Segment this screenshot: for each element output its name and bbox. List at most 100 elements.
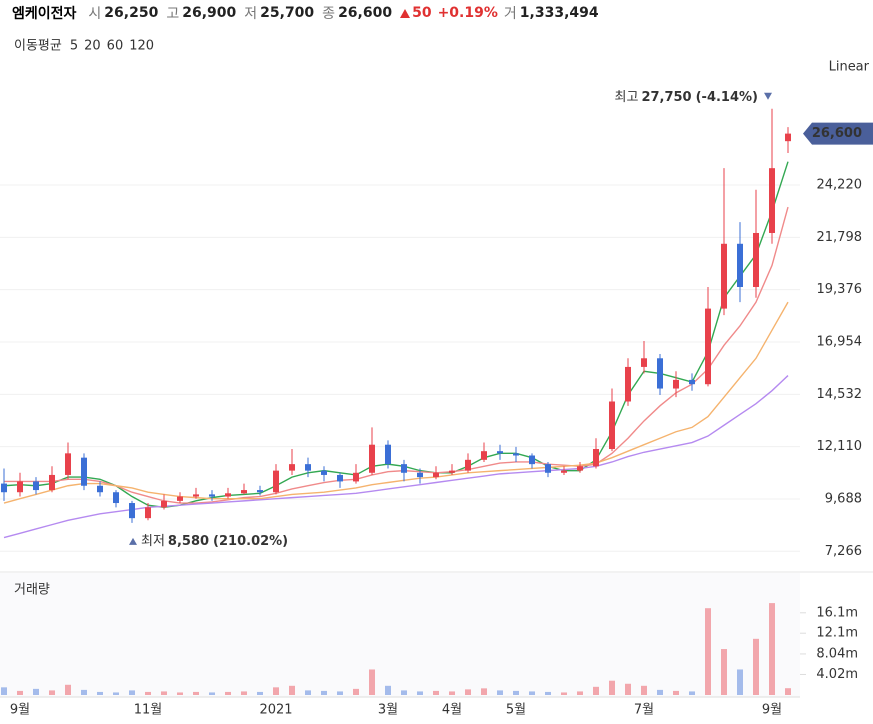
x-tick-label: 2021 bbox=[259, 703, 292, 718]
candle-body bbox=[593, 449, 599, 467]
candle-body bbox=[481, 451, 487, 460]
y-tick-label: 19,376 bbox=[817, 282, 863, 297]
candle-body bbox=[609, 401, 615, 450]
candle-body bbox=[753, 232, 759, 287]
candle-body bbox=[97, 485, 103, 493]
volume-bar bbox=[673, 690, 679, 695]
candle-body bbox=[769, 168, 775, 233]
volume-bar bbox=[561, 692, 567, 695]
volume-bar bbox=[145, 691, 151, 695]
volume-bar bbox=[177, 692, 183, 695]
y-tick-label: 24,220 bbox=[817, 178, 863, 193]
volume-bar bbox=[1, 687, 7, 695]
candle-body bbox=[689, 379, 695, 385]
volume-bar bbox=[369, 669, 375, 695]
candle-body bbox=[65, 453, 71, 475]
legend-entry: 5 bbox=[70, 39, 78, 54]
open-value: 26,250 bbox=[104, 5, 159, 21]
candle-body bbox=[321, 470, 327, 475]
volume-bar bbox=[225, 691, 231, 695]
low-label: 저 bbox=[244, 6, 258, 22]
annotation-label: 최저 bbox=[141, 533, 165, 548]
current-price-label: 26,600 bbox=[812, 126, 862, 141]
volume-bar bbox=[97, 691, 103, 695]
candle-body bbox=[385, 444, 391, 465]
volume-bar bbox=[353, 688, 359, 695]
y-tick-label: 12,110 bbox=[817, 439, 863, 454]
volume-bar bbox=[689, 691, 695, 695]
moving-average-line bbox=[3, 375, 789, 539]
volume-bar bbox=[577, 691, 583, 695]
volume-bar bbox=[305, 690, 311, 695]
volume-bar bbox=[401, 690, 407, 695]
candle-body bbox=[145, 507, 151, 519]
candle-body bbox=[369, 444, 375, 473]
candle-body bbox=[337, 474, 343, 482]
legend-entry: 20 bbox=[84, 39, 101, 54]
candle-body bbox=[641, 358, 647, 367]
candle-body bbox=[705, 308, 711, 385]
candle-body bbox=[561, 470, 567, 473]
volume-bar bbox=[721, 649, 727, 695]
y-tick-label: 8.04m bbox=[816, 646, 858, 661]
x-tick-label: 9월 bbox=[762, 703, 782, 718]
y-tick-label: 4.02m bbox=[816, 667, 858, 682]
volume-bar bbox=[289, 685, 295, 695]
candle-body bbox=[353, 472, 359, 482]
low-value: 25,700 bbox=[260, 5, 315, 21]
y-tick-label: 16,954 bbox=[817, 334, 863, 349]
high-marker bbox=[764, 92, 772, 100]
volume-bar bbox=[65, 684, 71, 695]
annotation-value: 27,750 bbox=[641, 89, 691, 104]
volume-bar bbox=[545, 691, 551, 695]
candle-body bbox=[225, 493, 231, 497]
volume-bar bbox=[785, 688, 791, 695]
low-marker bbox=[129, 537, 137, 545]
volume-bar bbox=[625, 683, 631, 695]
candle-body bbox=[273, 470, 279, 493]
volume-bar bbox=[385, 685, 391, 695]
candle-body bbox=[209, 494, 215, 497]
x-tick-label: 7월 bbox=[634, 703, 654, 718]
candle-body bbox=[785, 133, 791, 142]
volume-bar bbox=[593, 686, 599, 695]
volume-value: 1,333,494 bbox=[519, 5, 599, 21]
candle-body bbox=[257, 490, 263, 493]
annotation-change: (210.02%) bbox=[213, 533, 288, 548]
volume-bar bbox=[33, 688, 39, 695]
candle-body bbox=[737, 243, 743, 287]
candle-body bbox=[657, 358, 663, 389]
candle-body bbox=[113, 492, 119, 504]
moving-average-line bbox=[4, 206, 789, 504]
volume-label: 거 bbox=[503, 6, 517, 22]
volume-bar bbox=[161, 691, 167, 695]
candle-body bbox=[81, 457, 87, 486]
annotation-change: (-4.14%) bbox=[696, 89, 758, 104]
candle-body bbox=[49, 474, 55, 491]
y-tick-label: 7,266 bbox=[825, 544, 862, 559]
candle-body bbox=[577, 466, 583, 471]
y-tick-label: 12.1m bbox=[816, 626, 858, 641]
volume-bar bbox=[321, 690, 327, 695]
up-arrow bbox=[400, 8, 411, 18]
candle-body bbox=[33, 481, 39, 491]
candle-body bbox=[289, 464, 295, 471]
candle-body bbox=[305, 464, 311, 471]
x-tick-label: 4월 bbox=[442, 703, 462, 718]
close-value: 26,600 bbox=[338, 5, 393, 21]
volume-bar bbox=[193, 691, 199, 695]
candle-body bbox=[1, 483, 7, 493]
candle-body bbox=[625, 366, 631, 402]
y-tick-label: 16.1m bbox=[816, 605, 858, 620]
x-tick-label: 5월 bbox=[506, 703, 526, 718]
change-value: 50 bbox=[412, 5, 432, 21]
y-tick-label: 21,798 bbox=[817, 230, 863, 245]
volume-panel bbox=[0, 573, 800, 697]
annotation-value: 8,580 bbox=[168, 533, 209, 548]
candle-body bbox=[433, 472, 439, 478]
volume-bar bbox=[129, 690, 135, 695]
volume-bar bbox=[209, 692, 215, 695]
candle-body bbox=[545, 464, 551, 473]
